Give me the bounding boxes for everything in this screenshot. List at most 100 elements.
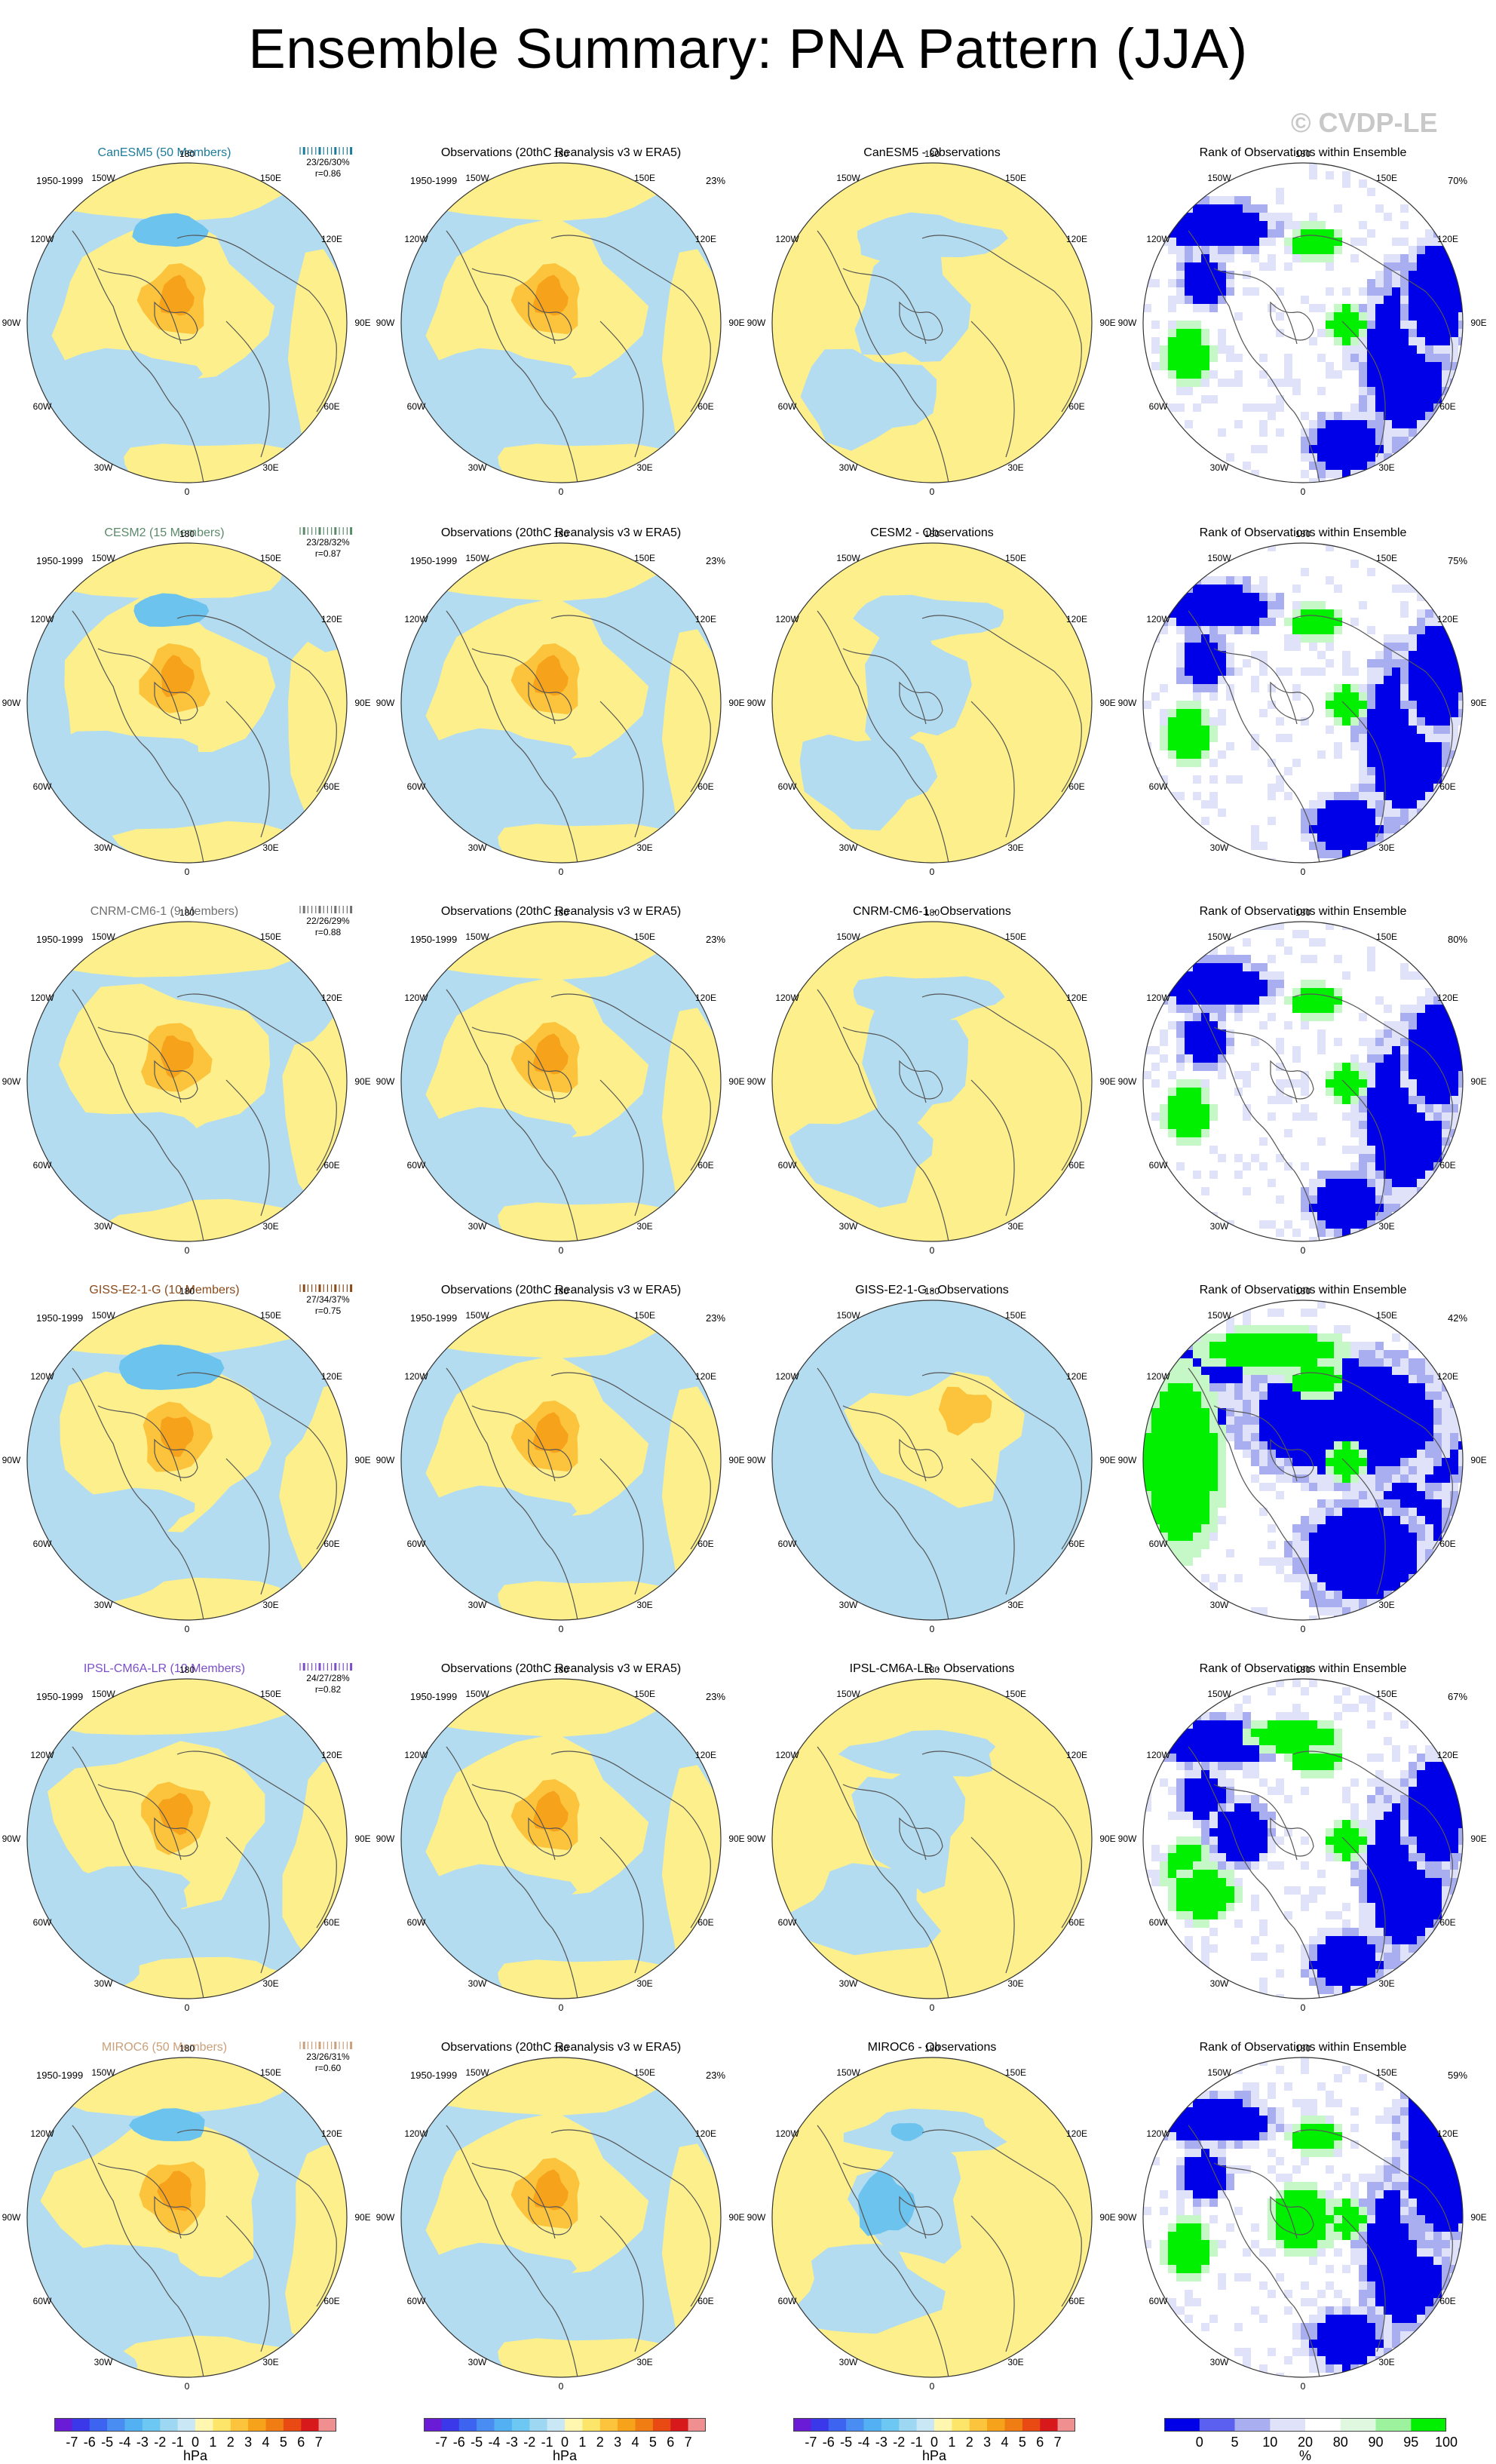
longitude-label: 150W	[91, 1689, 115, 1699]
rank-cell	[1176, 1129, 1185, 1137]
longitude-label: 60W	[33, 1160, 52, 1171]
longitude-label: 150E	[1005, 931, 1026, 942]
rank-cell	[1433, 2057, 1442, 2066]
rank-cell	[1409, 1375, 1417, 1383]
rank-cell	[1201, 271, 1209, 279]
rank-cell	[1392, 643, 1400, 651]
longitude-label: 150W	[91, 173, 115, 183]
rank-cell	[1375, 387, 1384, 395]
rank-cell	[1334, 609, 1342, 618]
longitude-label: 0	[930, 1624, 935, 1634]
rank-cell	[1367, 717, 1375, 726]
rank-cell	[1367, 767, 1375, 775]
rank-cell	[1218, 1886, 1226, 1895]
rank-cell	[1433, 1936, 1442, 1944]
rank-cell	[1384, 1129, 1392, 1137]
rank-cell	[1450, 767, 1458, 775]
rank-cell	[1384, 692, 1392, 701]
rank-cell	[1359, 1911, 1367, 1919]
rank-cell	[1417, 1582, 1425, 1591]
rank-cell	[1392, 1333, 1400, 1342]
rank-cell	[1342, 1836, 1350, 1845]
rank-cell	[1400, 1853, 1409, 1861]
rank-cell	[1450, 684, 1458, 692]
rank-cell	[1417, 1961, 1425, 1969]
rank-cell	[1375, 1129, 1384, 1137]
rank-cell	[1185, 734, 1193, 742]
rank-cell	[1425, 238, 1433, 246]
longitude-label: 90E	[1099, 1076, 1115, 1087]
longitude-label: 120W	[775, 1750, 799, 1760]
rank-cell	[1425, 1861, 1433, 1870]
rank-cell	[1251, 1903, 1259, 1911]
rank-cell	[1375, 1466, 1384, 1474]
rank-cell	[1218, 1720, 1226, 1729]
rank-cell	[1425, 1566, 1433, 1574]
rank-cell	[1400, 692, 1409, 701]
rank-cell	[1243, 1754, 1251, 1762]
rank-cell	[1301, 1557, 1309, 1566]
rank-cell	[1168, 742, 1176, 750]
rank-cell	[1392, 1433, 1400, 1441]
rank-cell	[1367, 1408, 1375, 1416]
rank-cell	[1209, 221, 1218, 229]
rank-cell	[1226, 585, 1234, 593]
rank-cell	[1234, 1383, 1243, 1392]
rank-cell	[1342, 1408, 1350, 1416]
rank-cell	[1226, 279, 1234, 287]
rank-cell	[1425, 321, 1433, 329]
rank-cell	[1342, 1088, 1350, 1096]
rank-cell	[1334, 1350, 1342, 1358]
rank-cell	[1350, 667, 1359, 676]
rank-cell	[1442, 858, 1450, 867]
rank-cell	[1160, 1121, 1168, 1129]
rank-cell	[1151, 1878, 1160, 1886]
rank-cell	[1201, 362, 1209, 370]
rank-cell	[1251, 238, 1259, 246]
rank-cell	[1301, 1204, 1309, 1212]
rank-cell	[1425, 1845, 1433, 1853]
longitude-label: 120W	[775, 2128, 799, 2139]
rank-cell	[1425, 1129, 1433, 1137]
rank-cell	[1176, 576, 1185, 585]
rank-cell	[1400, 1416, 1409, 1425]
rank-cell	[1359, 1367, 1367, 1375]
rank-cell	[1251, 1333, 1259, 1342]
rank-cell	[1425, 784, 1433, 792]
rank-cell	[1400, 262, 1409, 271]
explained-variance: 23%	[706, 555, 725, 566]
rank-cell	[1409, 1171, 1417, 1179]
rank-cell	[1342, 1616, 1350, 1624]
rank-cell	[1417, 428, 1425, 437]
rank-cell	[1384, 1886, 1392, 1895]
rank-cell	[1317, 1566, 1326, 1574]
rank-cell	[1409, 1137, 1417, 1146]
rank-cell	[1309, 1895, 1317, 1903]
rank-cell	[1450, 1679, 1458, 1687]
rank-cell	[1367, 1088, 1375, 1096]
rank-cell	[1168, 1342, 1176, 1350]
rank-cell	[1367, 1179, 1375, 1187]
rank-cell	[1292, 2099, 1301, 2107]
rank-cell	[1301, 1013, 1309, 1021]
rank-cell	[1292, 1574, 1301, 1582]
longitude-label: 60W	[33, 781, 52, 792]
rank-cell	[1425, 1013, 1433, 1021]
rank-cell	[1185, 996, 1193, 1005]
rank-cell	[1176, 792, 1185, 800]
rank-cell	[1176, 1745, 1185, 1754]
rank-cell	[1367, 287, 1375, 296]
rank-cell	[1392, 1803, 1400, 1812]
rank-cell	[1284, 634, 1292, 643]
longitude-label: 150E	[1005, 173, 1026, 183]
rank-cell	[1151, 1425, 1160, 1433]
rank-cell	[1392, 1146, 1400, 1154]
rank-cell	[1284, 1367, 1292, 1375]
rank-cell	[1176, 1400, 1185, 1408]
rank-cell	[1243, 1820, 1251, 1828]
rank-cell	[1309, 420, 1317, 428]
longitude-label: 30E	[1378, 1978, 1394, 1989]
rank-cell	[1450, 1237, 1458, 1245]
rank-cell	[1151, 1450, 1160, 1458]
rank-cell	[1176, 1096, 1185, 1104]
